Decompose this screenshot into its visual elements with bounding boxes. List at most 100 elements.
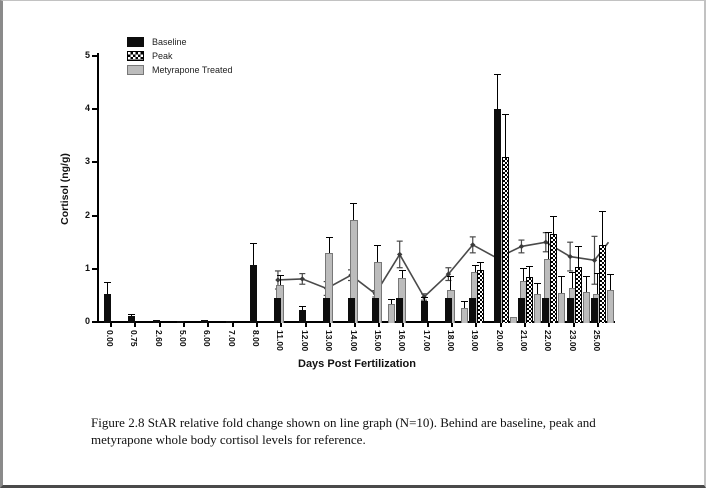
error-bar [496, 74, 498, 110]
x-tick-label: 13.00 [324, 330, 335, 352]
error-bar-cap [460, 301, 468, 303]
error-bar [528, 266, 530, 277]
bar-peak [525, 276, 533, 323]
error-bar [480, 262, 482, 271]
error-bar-cap [276, 274, 284, 276]
y-tick [92, 55, 97, 57]
x-axis-title: Days Post Fertilization [298, 358, 416, 370]
x-tick [304, 323, 307, 327]
error-bar-cap [593, 273, 601, 275]
error-bar-cap [250, 243, 258, 245]
error-bar-cap [325, 237, 333, 239]
bar-baseline [517, 298, 525, 323]
y-axis-title: Cortisol (ng/g) [59, 153, 71, 225]
x-tick-label: 21.00 [518, 330, 529, 352]
line-marker [591, 257, 598, 263]
x-tick [329, 323, 332, 327]
error-bar [602, 211, 603, 245]
error-bar-cap [599, 211, 606, 213]
bar-baseline [347, 298, 355, 323]
bar-baseline [274, 298, 282, 323]
x-tick-label: 5.00 [178, 330, 189, 347]
error-bar-cap [607, 273, 614, 275]
bar-baseline [444, 298, 452, 323]
error-bar [536, 283, 538, 294]
cortisol-chart: Baseline Peak Metyrapone Treated Cortiso… [3, 1, 704, 485]
error-bar [547, 232, 549, 259]
error-bar [572, 272, 574, 289]
y-tick [92, 267, 97, 270]
error-bar-cap [471, 265, 479, 267]
bar-peak [477, 270, 485, 323]
error-bar [463, 301, 465, 309]
error-bar [253, 243, 255, 266]
x-tick [183, 323, 186, 327]
error-bar [377, 245, 379, 262]
error-bar [353, 203, 354, 220]
bar-baseline [371, 298, 379, 323]
bar-baseline [493, 109, 501, 323]
legend-label-peak: Peak [152, 51, 173, 61]
bar-metyrapone-2 [533, 293, 541, 323]
x-tick [597, 323, 599, 327]
error-bar-cap [493, 74, 501, 76]
line-marker [518, 243, 525, 250]
x-tick-label: 8.00 [251, 330, 262, 347]
metyrapone-swatch-icon [127, 65, 144, 75]
x-tick [523, 323, 526, 327]
x-tick [402, 323, 405, 327]
error-bar [474, 265, 476, 272]
x-tick [450, 323, 453, 327]
baseline-swatch-icon [127, 37, 144, 47]
bar-baseline [566, 298, 574, 323]
x-tick [158, 323, 161, 327]
bar-baseline [177, 320, 185, 323]
error-bar [107, 282, 108, 295]
bar-metyrapone-2 [607, 290, 614, 323]
x-tick [207, 323, 210, 327]
error-bar [561, 276, 563, 293]
y-tick-label: 0 [84, 316, 90, 326]
line-marker [470, 242, 476, 248]
error-bar-cap [387, 298, 395, 300]
x-tick-label: 18.00 [445, 330, 456, 352]
x-tick [231, 323, 234, 327]
error-bar [553, 216, 555, 234]
error-bar-cap [374, 245, 382, 247]
bar-baseline [225, 320, 233, 323]
legend-label-metyrapone: Metyrapone Treated [152, 65, 233, 75]
error-bar-cap [104, 281, 111, 283]
y-tick [92, 108, 97, 111]
bar-baseline [591, 298, 598, 323]
x-tick-label: 15.00 [372, 330, 383, 352]
error-bar [504, 114, 506, 158]
figure-caption: Figure 2.8 StAR relative fold change sho… [91, 415, 596, 448]
error-bar-cap [398, 269, 406, 271]
error-bar-cap [501, 114, 509, 116]
y-tick-label: 5 [84, 50, 90, 60]
error-bar-cap [447, 276, 455, 278]
error-bar [279, 275, 281, 285]
error-bar [450, 276, 452, 291]
error-bar-cap [574, 245, 582, 247]
x-tick-label: 17.00 [421, 330, 432, 352]
x-tick [256, 323, 259, 327]
y-tick [92, 214, 97, 217]
error-bar [328, 237, 330, 253]
error-bar-cap [477, 261, 485, 263]
x-tick [377, 323, 380, 327]
error-bar-cap [128, 313, 136, 315]
bar-metyrapone-2 [509, 316, 517, 323]
x-tick-label: 14.00 [348, 330, 359, 352]
legend-item-peak: Peak [127, 49, 233, 63]
y-tick-label: 4 [84, 103, 90, 114]
x-tick-label: 6.00 [202, 330, 213, 347]
x-tick-label: 2.60 [153, 330, 164, 347]
bar-peak [599, 244, 606, 323]
x-tick-label: 23.00 [567, 330, 578, 352]
bar-peak [550, 233, 558, 323]
legend-item-baseline: Baseline [127, 35, 233, 49]
x-tick [475, 323, 478, 327]
line-marker [567, 253, 573, 260]
